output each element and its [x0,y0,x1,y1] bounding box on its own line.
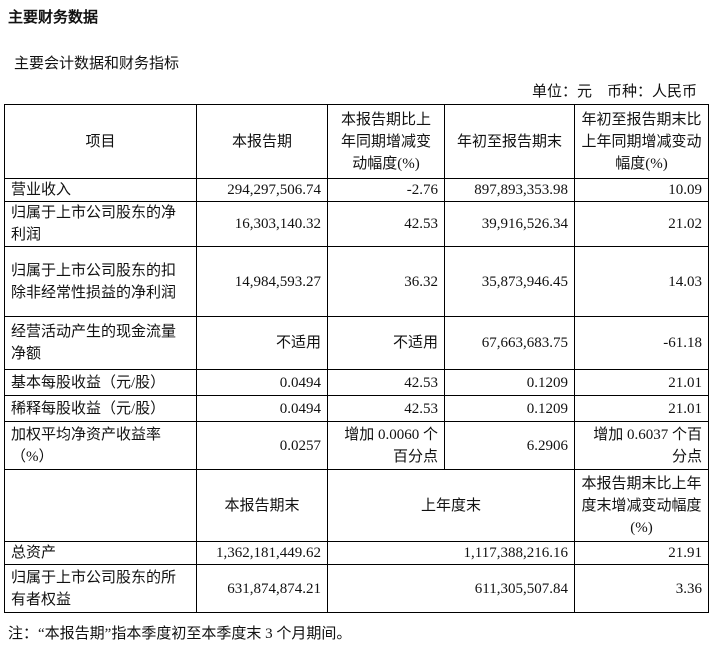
item-cell: 基本每股收益（元/股） [4,369,197,396]
value-cell: 0.1209 [444,395,575,422]
item-cell: 稀释每股收益（元/股） [4,395,197,422]
header-cell: 上年度末 [327,469,575,542]
value-cell: 294,297,506.74 [196,178,328,202]
header-cell: 本报告期比上年同期增减变动幅度(%) [327,104,445,179]
value-cell: 14,984,593.27 [196,246,328,317]
value-cell: 0.0494 [196,395,328,422]
item-cell: 归属于上市公司股东的净利润 [4,201,197,247]
value-cell: 1,362,181,449.62 [196,541,328,565]
item-cell: 总资产 [4,541,197,565]
subsection-title: 主要会计数据和财务指标 [14,56,180,72]
value-cell: 21.01 [574,395,709,422]
value-cell: 增加 0.0060 个百分点 [327,421,445,470]
item-cell: 归属于上市公司股东的所有者权益 [4,564,197,613]
table-header-2: 本报告期末 上年度末 本报告期末比上年度末增减变动幅度(%) [4,469,709,542]
value-cell: 67,663,683.75 [444,316,575,370]
item-cell: 营业收入 [4,178,197,202]
table-row: 经营活动产生的现金流量净额 不适用 不适用 67,663,683.75 -61.… [4,316,709,370]
value-cell: 42.53 [327,369,445,396]
value-cell: 36.32 [327,246,445,317]
table-row: 归属于上市公司股东的扣除非经常性损益的净利润 14,984,593.27 36.… [4,246,709,317]
value-cell: 42.53 [327,201,445,247]
value-cell: 21.01 [574,369,709,396]
table-row: 营业收入 294,297,506.74 -2.76 897,893,353.98… [4,178,709,202]
item-cell: 加权平均净资产收益率（%） [4,421,197,470]
header-cell: 本报告期 [196,104,328,179]
value-cell: -61.18 [574,316,709,370]
header-cell: 项目 [4,104,197,179]
value-cell: 3.36 [574,564,709,613]
section-title: 主要财务数据 [8,10,99,26]
table-row: 总资产 1,362,181,449.62 1,117,388,216.16 21… [4,541,709,565]
header-cell: 本报告期末 [196,469,328,542]
table-row: 稀释每股收益（元/股） 0.0494 42.53 0.1209 21.01 [4,395,709,422]
value-cell: 21.91 [574,541,709,565]
value-cell: 6.2906 [444,421,575,470]
unit-label: 单位：元 币种：人民币 [531,84,697,100]
header-cell: 年初至报告期末比上年同期增减变动幅度(%) [574,104,709,179]
table-row: 加权平均净资产收益率（%） 0.0257 增加 0.0060 个百分点 6.29… [4,421,709,470]
value-cell: -2.76 [327,178,445,202]
value-cell: 16,303,140.32 [196,201,328,247]
value-cell: 35,873,946.45 [444,246,575,317]
value-cell: 0.1209 [444,369,575,396]
table-row: 基本每股收益（元/股） 0.0494 42.53 0.1209 21.01 [4,369,709,396]
value-cell: 10.09 [574,178,709,202]
header-cell: 年初至报告期末 [444,104,575,179]
table-row: 归属于上市公司股东的净利润 16,303,140.32 42.53 39,916… [4,201,709,247]
value-cell: 611,305,507.84 [327,564,575,613]
value-cell: 0.0494 [196,369,328,396]
value-cell: 增加 0.6037 个百分点 [574,421,709,470]
header-cell: 本报告期末比上年度末增减变动幅度(%) [574,469,709,542]
value-cell: 39,916,526.34 [444,201,575,247]
value-cell: 42.53 [327,395,445,422]
value-cell: 1,117,388,216.16 [327,541,575,565]
value-cell: 14.03 [574,246,709,317]
value-cell: 0.0257 [196,421,328,470]
header-cell [4,469,197,542]
financial-table: 项目 本报告期 本报告期比上年同期增减变动幅度(%) 年初至报告期末 年初至报告… [4,104,709,613]
item-cell: 经营活动产生的现金流量净额 [4,316,197,370]
value-cell: 不适用 [327,316,445,370]
value-cell: 不适用 [196,316,328,370]
value-cell: 897,893,353.98 [444,178,575,202]
value-cell: 631,874,874.21 [196,564,328,613]
footnote: 注：“本报告期”指本季度初至本季度末 3 个月期间。 [8,626,352,642]
value-cell: 21.02 [574,201,709,247]
table-header: 项目 本报告期 本报告期比上年同期增减变动幅度(%) 年初至报告期末 年初至报告… [4,104,709,179]
table-row: 归属于上市公司股东的所有者权益 631,874,874.21 611,305,5… [4,564,709,613]
item-cell: 归属于上市公司股东的扣除非经常性损益的净利润 [4,246,197,317]
